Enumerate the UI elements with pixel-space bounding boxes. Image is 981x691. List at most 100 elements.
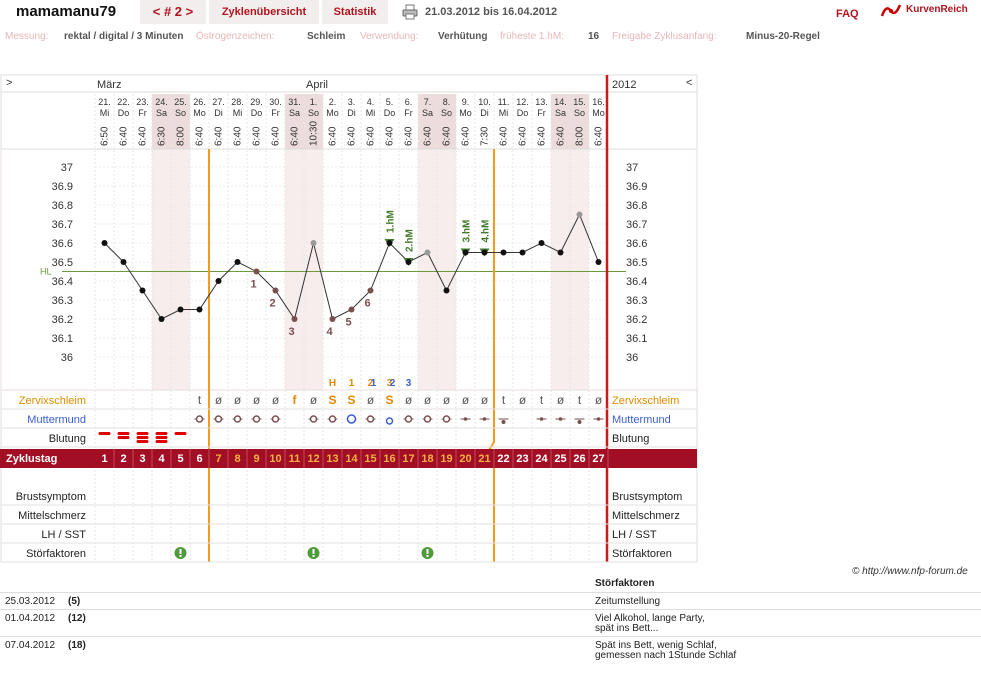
temperature-point xyxy=(538,240,545,246)
weekend-column xyxy=(171,149,190,390)
weekend-column-header xyxy=(285,94,304,149)
note-day: (5) xyxy=(68,596,81,607)
cervix-symbol xyxy=(214,415,223,423)
mucus-value: f xyxy=(293,393,298,407)
weekend-column-header xyxy=(570,94,589,149)
day-time-label: 6:40 xyxy=(138,126,149,146)
day-time-label: 6:40 xyxy=(233,126,244,146)
usage-value: Verhütung xyxy=(438,31,488,42)
day-time-label: 6:40 xyxy=(328,126,339,146)
tab-statistics[interactable]: Statistik xyxy=(322,0,388,24)
bleeding-mark xyxy=(98,432,111,435)
mucus-value: t xyxy=(502,393,506,407)
measurement-label: Messung: xyxy=(5,31,49,42)
note-text: Zeitumstellung xyxy=(595,596,661,607)
day-time-label: 6:40 xyxy=(556,126,567,146)
weekend-column xyxy=(437,149,456,390)
day-time-label: 6:40 xyxy=(385,126,396,146)
day-weekday-label: So xyxy=(574,108,585,118)
weekend-column xyxy=(570,149,589,390)
printer-icon[interactable] xyxy=(402,4,418,20)
cycle-day-number: 23 xyxy=(516,453,528,465)
mucus-value: ø xyxy=(272,393,280,407)
mucus-peak-label: 2 xyxy=(368,378,374,389)
mucus-value: ø xyxy=(405,393,413,407)
temperature-point xyxy=(481,249,488,256)
estrogen-label: Östrogenzeichen: xyxy=(196,31,275,42)
brand-name[interactable]: KurvenReich xyxy=(906,4,968,15)
day-date-label: 7. xyxy=(424,97,432,107)
cycle-day-number: 19 xyxy=(440,453,452,465)
day-date-label: 23. xyxy=(136,97,149,107)
day-date-label: 9. xyxy=(462,97,470,107)
row-label-right: Blutung xyxy=(612,433,649,445)
row-label-left: Zervixschleim xyxy=(19,395,86,407)
note-text: gemessen nach 1Stunde Schlaf xyxy=(595,650,737,661)
bleeding-mark xyxy=(117,432,130,435)
kurvenreich-logo-icon[interactable] xyxy=(880,2,902,20)
day-weekday-label: Sa xyxy=(422,108,433,118)
cover-line-label: HL xyxy=(40,267,52,277)
cycle-day-band-right xyxy=(608,449,697,468)
y-tick-label-right: 36.9 xyxy=(626,181,647,193)
cervix-symbol xyxy=(463,417,468,421)
low-measurement-label: 4 xyxy=(326,326,333,338)
day-time-label: 6:40 xyxy=(271,126,282,146)
cervix-symbol xyxy=(558,417,563,421)
weekend-column-header xyxy=(171,94,190,149)
day-weekday-label: Sa xyxy=(289,108,300,118)
nav-prev-button: > xyxy=(6,77,12,89)
row-label-right: Störfaktoren xyxy=(612,548,672,560)
y-tick-label-right: 36 xyxy=(626,352,638,364)
day-date-label: 26. xyxy=(193,97,206,107)
row-label-right: Muttermund xyxy=(612,414,671,426)
tab-cycle-overview[interactable]: Zyklenübersicht xyxy=(209,0,319,24)
cycle-day-number: 20 xyxy=(459,453,471,465)
temperature-point xyxy=(310,240,317,246)
mucus-peak-label: 1 xyxy=(371,378,377,389)
cycle-day-number: 12 xyxy=(307,453,319,465)
y-tick-label-right: 36.6 xyxy=(626,238,647,250)
day-time-label: 6:40 xyxy=(423,126,434,146)
cycle-day-number: 10 xyxy=(269,453,281,465)
cycle-day-number: 26 xyxy=(573,453,585,465)
day-time-label: 6:40 xyxy=(252,126,263,146)
cycle-day-number: 11 xyxy=(289,453,301,465)
weekend-column-header xyxy=(304,94,323,149)
day-time-label: 6:40 xyxy=(214,126,225,146)
cycle-day-number: 21 xyxy=(478,453,490,465)
day-time-label: 6:40 xyxy=(442,126,453,146)
day-weekday-label: Do xyxy=(118,108,130,118)
temperature-point xyxy=(348,306,355,313)
mucus-peak-label: 3 xyxy=(406,378,412,389)
row-label-left: Blutung xyxy=(49,433,86,445)
row-label-left: Brustsymptom xyxy=(16,491,86,503)
day-date-label: 21. xyxy=(98,97,111,107)
low-measurement-label: 2 xyxy=(269,298,275,310)
row-label-right: Zervixschleim xyxy=(612,395,679,407)
day-time-label: 8:00 xyxy=(176,126,187,146)
earliest-value: 16 xyxy=(588,31,600,42)
temperature-point xyxy=(139,287,146,294)
day-time-label: 6:40 xyxy=(518,126,529,146)
page-title: mamamanu79 xyxy=(16,3,117,20)
faq-link[interactable]: FAQ xyxy=(836,8,859,20)
temperature-point xyxy=(329,316,336,322)
day-weekday-label: Mi xyxy=(100,108,110,118)
disturbance-icon-dot xyxy=(312,555,315,557)
year-label: 2012 xyxy=(612,79,636,91)
bleeding-mark xyxy=(136,440,149,443)
weekend-column xyxy=(152,149,171,390)
header-bar: mamamanu79 < # 2 > Zyklenübersicht Stati… xyxy=(0,0,981,26)
release-value: Minus-20-Regel xyxy=(746,31,820,42)
day-weekday-label: Di xyxy=(347,108,356,118)
cycle-nav-button[interactable]: < # 2 > xyxy=(140,0,206,24)
cycle-day-number: 6 xyxy=(196,453,202,465)
low-measurement-label: 5 xyxy=(345,317,351,329)
date-range: 21.03.2012 bis 16.04.2012 xyxy=(425,6,558,18)
note-date: 01.04.2012 xyxy=(5,613,56,624)
bleeding-mark xyxy=(117,436,130,439)
mucus-value: ø xyxy=(462,393,470,407)
day-weekday-label: Mo xyxy=(193,108,206,118)
